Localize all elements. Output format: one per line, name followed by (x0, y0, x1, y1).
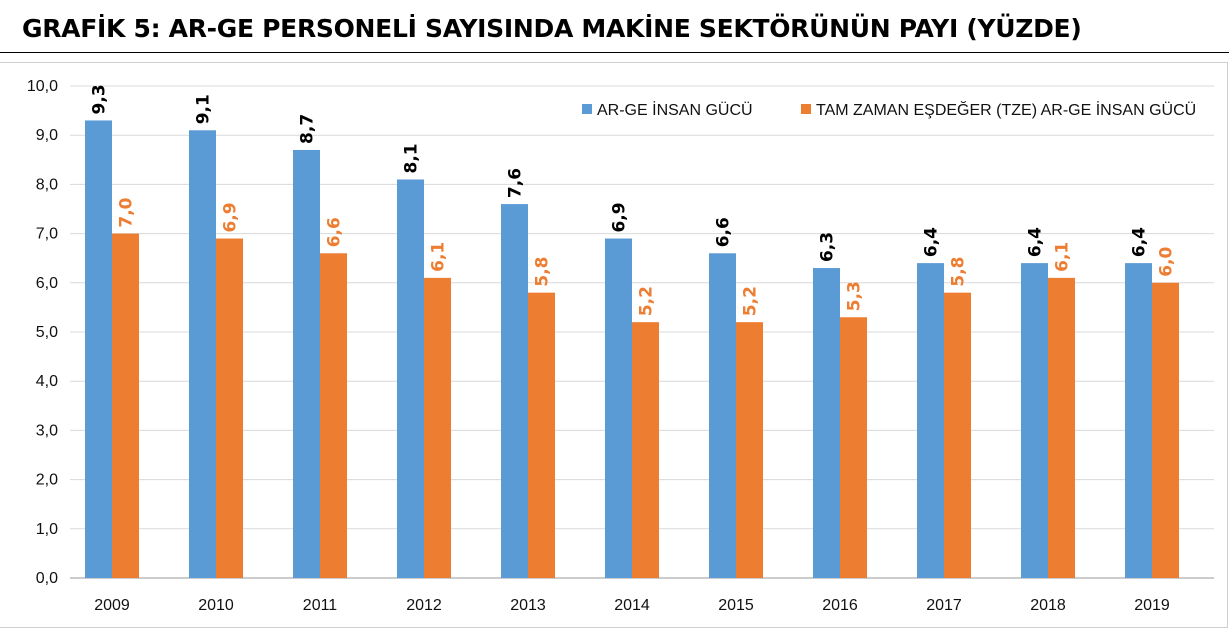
bar-arge-insan-gucu-2018 (1021, 263, 1048, 578)
title-divider (0, 52, 1229, 53)
y-tick-label: 6,0 (36, 275, 58, 292)
y-tick-label: 9,0 (36, 127, 58, 144)
data-label-tze-2010: 6,9 (221, 202, 241, 232)
bar-tze-arge-insan-gucu-2019 (1152, 282, 1179, 578)
data-label-arge-2018: 6,4 (1026, 227, 1046, 257)
bar-tze-arge-insan-gucu-2009 (112, 233, 139, 578)
x-tick-label: 2018 (1030, 597, 1066, 614)
data-label-tze-2012: 6,1 (429, 242, 449, 272)
bar-arge-insan-gucu-2017 (917, 263, 944, 578)
bar-arge-insan-gucu-2012 (397, 179, 424, 579)
data-label-arge-2014: 6,9 (610, 202, 630, 232)
legend-label: AR-GE İNSAN GÜCÜ (597, 100, 753, 119)
data-label-arge-2016: 6,3 (818, 232, 838, 262)
y-tick-label: 3,0 (36, 422, 58, 439)
bar-arge-insan-gucu-2019 (1125, 263, 1152, 578)
bar-tze-arge-insan-gucu-2018 (1048, 277, 1075, 578)
x-tick-label: 2015 (718, 597, 754, 614)
bar-tze-arge-insan-gucu-2015 (736, 322, 763, 578)
data-label-tze-2011: 6,6 (325, 217, 345, 247)
x-tick-label: 2019 (1134, 597, 1170, 614)
data-label-arge-2010: 9,1 (194, 94, 214, 124)
bar-arge-insan-gucu-2014 (605, 238, 632, 578)
bar-tze-arge-insan-gucu-2011 (320, 253, 347, 578)
bar-tze-arge-insan-gucu-2014 (632, 322, 659, 578)
data-label-arge-2013: 7,6 (506, 168, 526, 198)
x-axis: 2009 2010 2011 2012 2013 2014 2015 2016 2017 2018… (94, 597, 1170, 614)
y-tick-label: 7,0 (36, 226, 58, 243)
bar-arge-insan-gucu-2013 (501, 204, 528, 578)
data-label-arge-2011: 8,7 (298, 114, 318, 144)
y-tick-label: 4,0 (36, 373, 58, 390)
bar-arge-insan-gucu-2016 (813, 268, 840, 578)
data-label-tze-2016: 5,3 (845, 281, 865, 311)
data-label-arge-2015: 6,6 (714, 217, 734, 247)
bar-tze-arge-insan-gucu-2013 (528, 292, 555, 578)
y-tick-label: 5,0 (36, 324, 58, 341)
x-tick-label: 2016 (822, 597, 858, 614)
data-label-tze-2018: 6,1 (1053, 242, 1073, 272)
y-tick-label: 0,0 (36, 570, 58, 587)
data-label-arge-2019: 6,4 (1130, 227, 1150, 257)
legend-swatch (801, 104, 811, 114)
data-label-arge-2012: 8,1 (402, 143, 422, 173)
x-tick-label: 2010 (198, 597, 234, 614)
legend: AR-GE İNSAN GÜCÜ TAM ZAMAN EŞDEĞER (TZE) … (582, 100, 1196, 119)
bars (85, 120, 1179, 579)
plot-frame (0, 62, 1228, 628)
data-label-tze-2014: 5,2 (637, 286, 657, 316)
y-axis: 0,0 1,0 2,0 3,0 4,0 5,0 6,0 7,0 8,0 9,0 10,0 (27, 78, 58, 587)
bar-arge-insan-gucu-2011 (293, 149, 320, 578)
bar-tze-arge-insan-gucu-2017 (944, 292, 971, 578)
x-tick-label: 2009 (94, 597, 130, 614)
chart-title: GRAFİK 5: AR-GE PERSONELİ SAYISINDA MAKİ… (22, 14, 1082, 43)
x-tick-label: 2017 (926, 597, 962, 614)
bar-tze-arge-insan-gucu-2016 (840, 317, 867, 578)
data-label-tze-2019: 6,0 (1157, 247, 1177, 277)
x-tick-label: 2013 (510, 597, 546, 614)
data-labels: 9,3 7,0 9,1 6,9 8,7 6,6 8,1 6,1 7,6 5,8 6,9 5,2 6,6 5… (90, 84, 1177, 316)
y-tick-label: 2,0 (36, 472, 58, 489)
bar-arge-insan-gucu-2015 (709, 253, 736, 578)
legend-swatch (582, 104, 592, 114)
data-label-tze-2009: 7,0 (117, 197, 137, 227)
data-label-tze-2015: 5,2 (741, 286, 761, 316)
y-tick-label: 8,0 (36, 176, 58, 193)
x-tick-label: 2014 (614, 597, 650, 614)
bar-tze-arge-insan-gucu-2010 (216, 238, 243, 578)
data-label-arge-2009: 9,3 (90, 84, 110, 114)
bar-arge-insan-gucu-2010 (189, 130, 216, 578)
data-label-tze-2013: 5,8 (533, 257, 553, 287)
bar-arge-insan-gucu-2009 (85, 120, 112, 578)
y-tick-label: 1,0 (36, 521, 58, 538)
data-label-arge-2017: 6,4 (922, 227, 942, 257)
data-label-tze-2017: 5,8 (949, 257, 969, 287)
y-tick-label: 10,0 (27, 78, 58, 95)
x-tick-label: 2012 (406, 597, 442, 614)
legend-label: TAM ZAMAN EŞDEĞER (TZE) AR-GE İNSAN GÜCÜ (816, 100, 1196, 119)
x-tick-label: 2011 (303, 597, 338, 614)
bar-tze-arge-insan-gucu-2012 (424, 277, 451, 578)
